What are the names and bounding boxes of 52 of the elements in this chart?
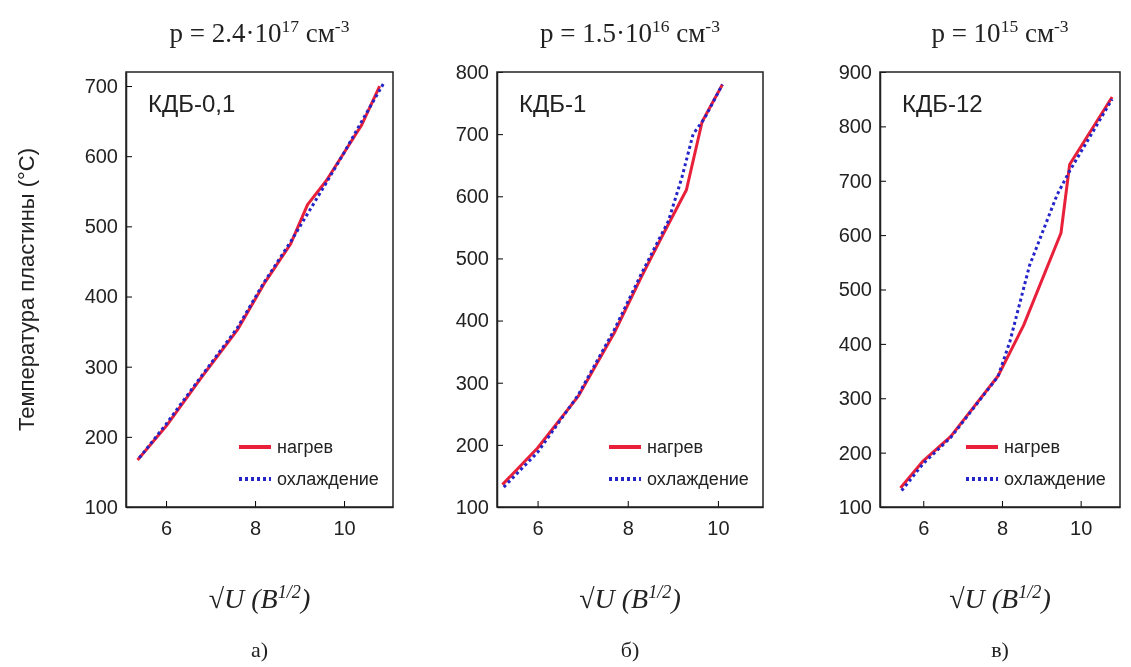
y-tick-label: 300 [838,387,872,410]
x-tick-label: 10 [1070,517,1093,540]
y-tick-label: 500 [84,215,118,238]
y-tick-label: 400 [838,332,872,355]
y-tick-label: 500 [838,278,872,301]
x-tick-label: 8 [249,517,262,540]
y-tick-label: 100 [455,495,489,518]
y-tick-label: 500 [455,247,489,270]
y-tick-label: 700 [84,74,118,97]
legend-label: нагрев [277,437,334,457]
y-tick-label: 600 [455,185,489,208]
annotation: КДБ-1 [519,90,587,117]
legend-label: охлаждение [277,469,379,489]
chart-title: p = 10$^{15}$ см$^{-3}$ [931,16,1069,48]
y-tick-label: 200 [838,441,872,464]
y-tick-label: 600 [84,145,118,168]
x-axis-title: √U (B$^{1/2}$) [208,582,311,614]
x-tick-label: 6 [532,517,544,540]
y-tick-label: 800 [838,115,872,138]
x-tick-label: 8 [622,517,634,540]
y-tick-label: 200 [84,425,118,448]
y-tick-label: 100 [84,495,118,518]
y-axis-title: Температура пластины (°C) [14,147,39,432]
y-tick-label: 800 [455,60,489,83]
legend-label: нагрев [1004,437,1061,457]
x-tick-label: 10 [333,517,356,540]
legend-label: охлаждение [1004,469,1106,489]
x-axis-title: √U (B$^{1/2}$) [579,582,681,614]
text: а) [250,637,269,662]
chart-title: p = 1.5·10$^{16}$ см$^{-3}$ [540,16,721,48]
y-tick-label: 300 [455,371,489,394]
annotation: КДБ-0,1 [148,90,236,117]
y-tick-label: 300 [84,355,118,378]
y-tick-label: 900 [838,60,872,83]
x-tick-label: 10 [707,517,730,540]
y-tick-label: 700 [838,169,872,192]
y-tick-label: 400 [84,285,118,308]
legend-label: охлаждение [647,469,749,489]
x-tick-label: 8 [996,517,1009,540]
y-tick-label: 200 [455,433,489,456]
text: б) [620,637,640,662]
text: в) [991,637,1009,662]
x-tick-label: 6 [918,517,930,540]
x-tick-label: 6 [160,517,173,540]
y-tick-label: 700 [455,123,489,146]
legend-label: нагрев [647,437,704,457]
chart-title: p = 2.4·10$^{17}$ см$^{-3}$ [169,16,350,48]
annotation: КДБ-12 [902,90,983,117]
x-axis-title: √U (B$^{1/2}$) [949,582,1051,614]
y-tick-label: 100 [838,495,872,518]
y-tick-label: 400 [455,309,489,332]
y-tick-label: 600 [838,224,872,247]
